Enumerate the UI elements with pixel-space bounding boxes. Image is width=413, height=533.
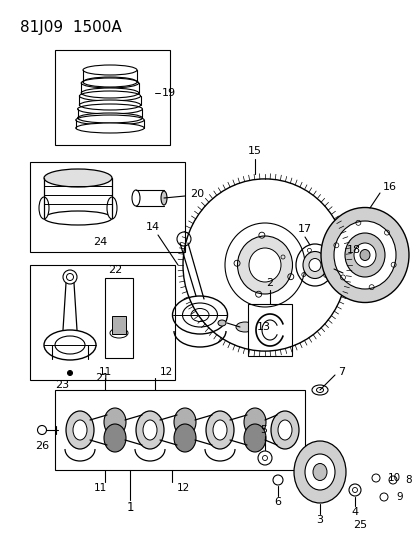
Text: 2: 2 — [266, 278, 273, 288]
Text: 81J09  1500A: 81J09 1500A — [20, 20, 121, 35]
Ellipse shape — [262, 456, 267, 461]
Ellipse shape — [39, 197, 49, 219]
Ellipse shape — [173, 408, 195, 436]
Ellipse shape — [316, 387, 323, 392]
Ellipse shape — [107, 197, 117, 219]
Text: 5: 5 — [260, 425, 267, 435]
Ellipse shape — [359, 249, 369, 261]
Ellipse shape — [235, 322, 254, 332]
Ellipse shape — [66, 273, 74, 280]
Bar — [105, 278, 133, 358]
Bar — [112, 316, 126, 334]
Ellipse shape — [351, 488, 357, 492]
Text: 17: 17 — [297, 224, 311, 234]
Ellipse shape — [206, 411, 233, 449]
Ellipse shape — [76, 123, 144, 133]
Ellipse shape — [77, 113, 142, 123]
Text: 15: 15 — [247, 146, 261, 156]
Ellipse shape — [237, 236, 292, 294]
Ellipse shape — [55, 336, 85, 354]
Ellipse shape — [302, 252, 326, 279]
Text: 7: 7 — [337, 367, 344, 377]
Text: 25: 25 — [352, 520, 366, 530]
Text: 3: 3 — [316, 515, 323, 525]
Ellipse shape — [173, 424, 195, 452]
Text: 21: 21 — [95, 373, 109, 383]
Ellipse shape — [83, 77, 137, 87]
Ellipse shape — [304, 454, 334, 490]
Text: 18: 18 — [346, 245, 360, 255]
Text: 4: 4 — [351, 507, 358, 517]
Bar — [55, 50, 170, 145]
Text: 14: 14 — [146, 222, 160, 232]
Ellipse shape — [142, 420, 157, 440]
Ellipse shape — [67, 370, 72, 376]
Bar — [30, 162, 185, 252]
Ellipse shape — [104, 424, 126, 452]
Ellipse shape — [161, 191, 166, 205]
Text: 10: 10 — [387, 473, 400, 483]
Text: 22: 22 — [108, 265, 122, 275]
Text: 1: 1 — [126, 502, 133, 514]
Ellipse shape — [353, 243, 375, 267]
Text: 19: 19 — [161, 88, 176, 98]
Ellipse shape — [331, 267, 336, 271]
Ellipse shape — [218, 320, 225, 326]
Ellipse shape — [212, 420, 226, 440]
Text: 8: 8 — [404, 475, 411, 485]
Ellipse shape — [104, 408, 126, 436]
Ellipse shape — [79, 100, 140, 110]
Text: 23: 23 — [55, 380, 69, 390]
Text: 13: 13 — [256, 322, 271, 332]
Ellipse shape — [243, 424, 266, 452]
Ellipse shape — [333, 221, 395, 289]
Ellipse shape — [320, 207, 408, 303]
Text: 6: 6 — [274, 497, 281, 507]
Ellipse shape — [308, 259, 320, 271]
Ellipse shape — [190, 309, 209, 321]
Ellipse shape — [44, 211, 112, 225]
Ellipse shape — [73, 420, 87, 440]
Ellipse shape — [312, 464, 326, 481]
Ellipse shape — [44, 169, 112, 187]
Bar — [30, 265, 175, 380]
Ellipse shape — [66, 411, 94, 449]
Bar — [247, 304, 291, 356]
Text: 12: 12 — [177, 483, 190, 493]
Text: 20: 20 — [190, 189, 204, 199]
Ellipse shape — [293, 441, 345, 503]
Ellipse shape — [243, 408, 266, 436]
Text: 12: 12 — [159, 367, 173, 377]
Ellipse shape — [81, 88, 138, 98]
Text: 26: 26 — [35, 441, 49, 451]
Text: 24: 24 — [93, 237, 107, 247]
Ellipse shape — [344, 233, 384, 277]
Ellipse shape — [110, 328, 128, 338]
Text: 16: 16 — [382, 182, 396, 192]
Text: 9: 9 — [395, 492, 402, 502]
Text: 11: 11 — [98, 367, 112, 377]
Ellipse shape — [277, 420, 291, 440]
Ellipse shape — [271, 411, 298, 449]
Ellipse shape — [248, 248, 280, 282]
Ellipse shape — [136, 411, 164, 449]
Bar — [55, 390, 304, 470]
Ellipse shape — [132, 190, 140, 206]
Text: 11: 11 — [93, 483, 107, 493]
